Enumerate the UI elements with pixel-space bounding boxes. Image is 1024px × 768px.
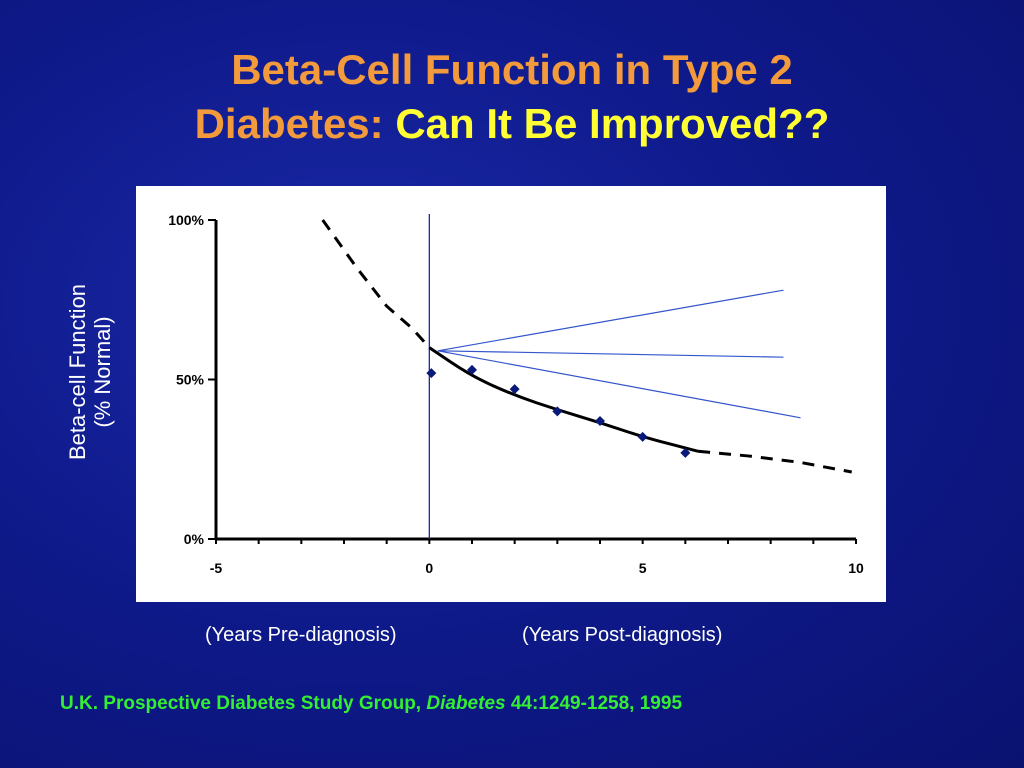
citation-volume: 44:1249-1258, 1995 [505,693,683,714]
data-point-marker [552,406,563,417]
x-tick-label: 0 [425,560,433,576]
citation-authors: U.K. Prospective Diabetes Study Group, [60,693,427,714]
data-point-marker [680,447,691,458]
extrapolation-pre-diagnosis [321,219,431,349]
projection-line [437,350,801,419]
y-axis-label-line2: (% Normal) [90,316,115,428]
data-point-marker [637,431,648,442]
data-point-marker [467,364,477,375]
citation: U.K. Prospective Diabetes Study Group, D… [60,693,682,715]
slide-title-line1: Beta-Cell Function in Type 2 [231,46,793,93]
slide-title-line2: Diabetes: Can It Be Improved?? [0,98,1024,150]
slide-title-question: Can It Be Improved?? [395,100,830,147]
x-tick-label: 5 [639,560,647,576]
slide-title-prefix: Diabetes: [194,100,396,147]
chart-panel: 0% 50% 100% -5 0 5 10 [136,186,886,602]
y-tick-label: 100% [168,212,204,228]
x-tick-label: -5 [210,560,223,576]
y-axis-label-line1: Beta-cell Function [65,283,90,461]
x-tick-label: 10 [848,560,864,576]
data-point-marker [426,368,437,379]
data-point-marker [595,415,605,426]
x-caption-pre-diagnosis: (Years Pre-diagnosis) [205,624,397,646]
projection-line [437,289,784,352]
projection-line [437,350,784,358]
beta-cell-chart: 0% 50% 100% -5 0 5 10 [168,212,864,576]
y-tick-label: 50% [176,372,205,388]
y-tick-label: 0% [184,531,205,547]
extrapolation-post-diagnosis [697,449,853,474]
y-axis-label: Beta-cell Function (% Normal) [65,284,115,460]
citation-journal: Diabetes [426,693,506,714]
fitted-curve [428,346,699,453]
x-caption-post-diagnosis: (Years Post-diagnosis) [522,624,723,646]
